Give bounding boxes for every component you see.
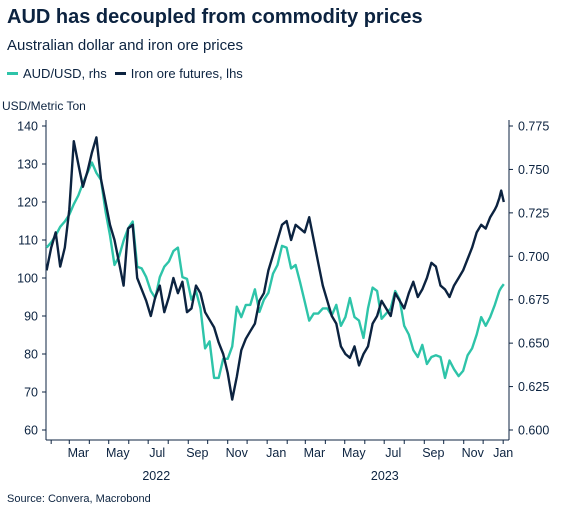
x-axis-month-label: May: [106, 446, 130, 460]
legend-item-aud: AUD/USD, rhs: [7, 66, 107, 81]
right-axis-tick-label: 0.675: [518, 293, 549, 307]
x-axis-month-label: Mar: [68, 446, 90, 460]
axes: 60 70 80 90 100 110 120 130 140 0.600 0.625 0.650 0.…: [17, 120, 549, 484]
x-axis-month-label: Jan: [266, 446, 286, 460]
legend-swatch-iron-ore: [114, 72, 126, 75]
left-axis-tick-label: 130: [17, 158, 38, 172]
legend-label-iron-ore: Iron ore futures, lhs: [130, 66, 243, 81]
aud-usd-line: [45, 161, 505, 380]
left-axis-tick-label: 60: [24, 424, 38, 438]
legend: AUD/USD, rhs Iron ore futures, lhs: [7, 66, 251, 81]
legend-swatch-aud: [7, 72, 18, 75]
left-axis-tick-label: 90: [24, 310, 38, 324]
legend-label-aud: AUD/USD, rhs: [23, 66, 107, 81]
x-axis-month-label: Jul: [149, 446, 165, 460]
left-axis-tick-label: 80: [24, 348, 38, 362]
x-axis-year-label: 2022: [142, 469, 170, 483]
right-axis-tick-label: 0.625: [518, 380, 549, 394]
right-axis-tick-label: 0.600: [518, 424, 549, 438]
left-axis-tick-label: 110: [18, 234, 38, 248]
right-axis-tick-label: 0.700: [518, 250, 549, 264]
x-axis-month-label: Mar: [304, 446, 326, 460]
left-axis-tick-label: 100: [17, 272, 38, 286]
source-note: Source: Convera, Macrobond: [7, 493, 151, 505]
x-axis-year-label: 2023: [371, 469, 399, 483]
x-axis-month-label: Sep: [186, 446, 208, 460]
x-axis-month-label: Jul: [385, 446, 401, 460]
x-axis-month-label: Nov: [462, 446, 485, 460]
iron-ore-line: [45, 136, 505, 401]
x-axis-month-label: Sep: [422, 446, 444, 460]
x-axis-month-label: May: [342, 446, 366, 460]
right-axis-tick-label: 0.775: [518, 120, 549, 134]
left-axis-tick-label: 120: [17, 196, 38, 210]
x-axis-month-label: Jan: [493, 446, 513, 460]
right-axis-tick-label: 0.650: [518, 337, 549, 351]
chart-title: AUD has decoupled from commodity prices: [7, 6, 423, 28]
legend-item-iron-ore: Iron ore futures, lhs: [114, 66, 243, 81]
x-axis-month-label: Nov: [226, 446, 249, 460]
left-axis-tick-label: 140: [17, 120, 38, 134]
left-axis-unit-label: USD/Metric Ton: [2, 99, 86, 113]
right-axis-tick-label: 0.750: [518, 163, 549, 177]
left-axis-tick-label: 70: [24, 386, 38, 400]
series-lines: [45, 136, 505, 401]
chart-subtitle: Australian dollar and iron ore prices: [7, 37, 243, 54]
right-axis-tick-label: 0.725: [518, 206, 549, 220]
